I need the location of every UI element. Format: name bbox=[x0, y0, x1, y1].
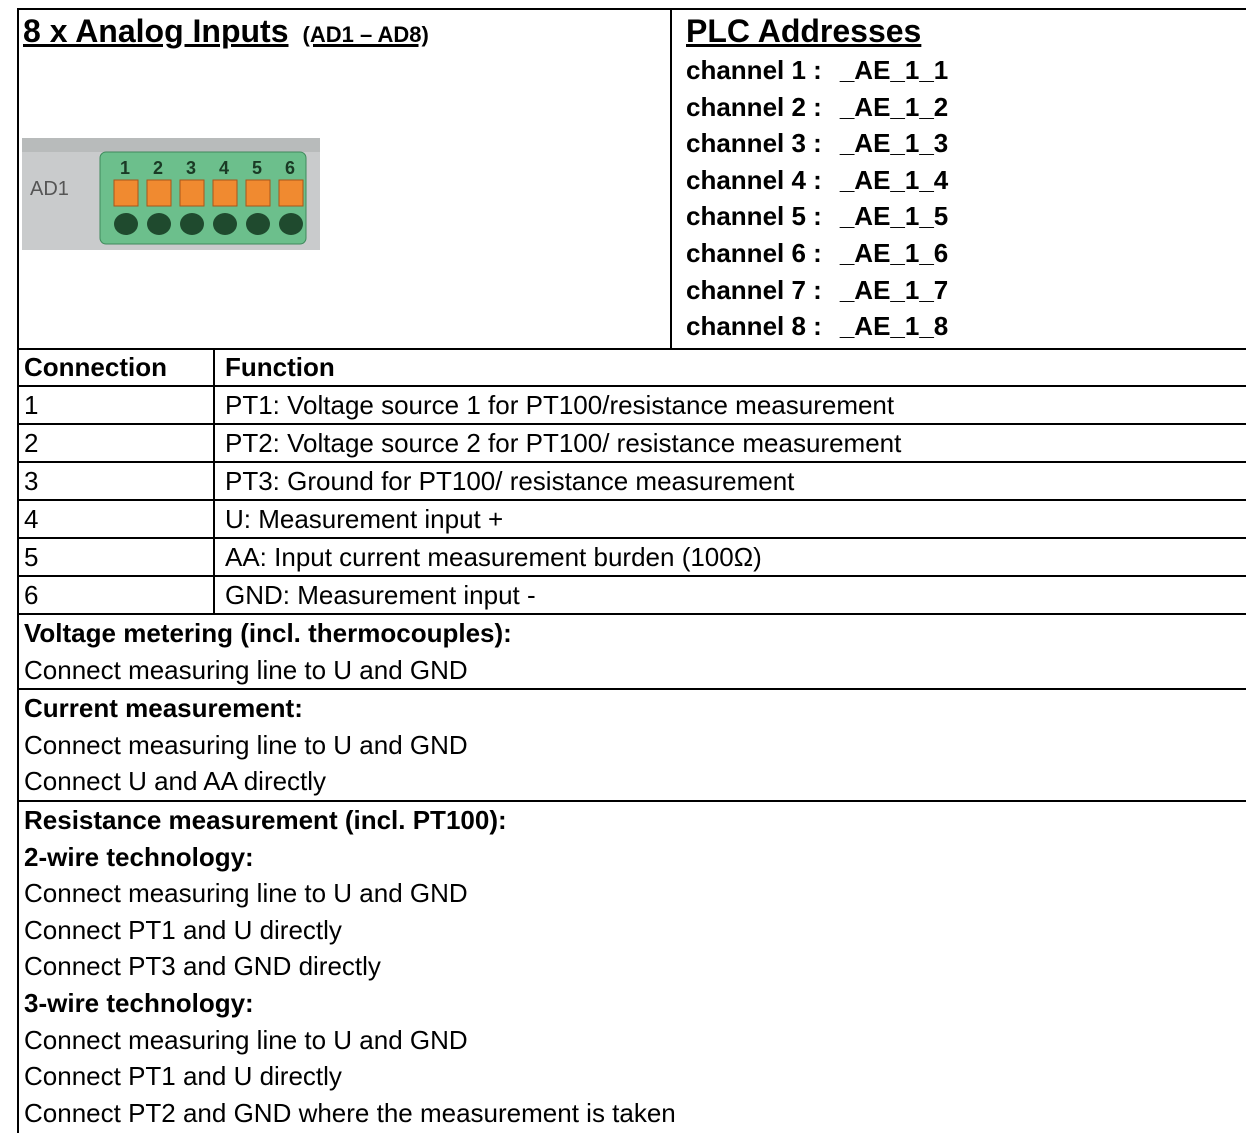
section-heading: Voltage metering (incl. thermocouples): bbox=[24, 618, 512, 648]
pin-number: 6 bbox=[285, 158, 295, 178]
channel-address: _AE_1_2 bbox=[839, 91, 949, 122]
section-line: Connect measuring line to U and GND bbox=[24, 729, 468, 760]
pin-hole bbox=[213, 213, 237, 235]
table-row: 5 AA: Input current measurement burden (1… bbox=[17, 539, 1246, 577]
channel-label: channel 3 : bbox=[686, 128, 822, 159]
channel: channel 1 : _AE_1_1 bbox=[686, 52, 1246, 89]
channel-label: channel 7 : bbox=[686, 274, 822, 305]
channel-address: _AE_1_8 bbox=[839, 311, 949, 342]
pin-lever bbox=[212, 179, 238, 207]
channel: channel 5 : _AE_1_5 bbox=[686, 198, 1246, 235]
section: Voltage metering (incl. thermocouples): C… bbox=[17, 615, 1246, 691]
table-row: 6 GND: Measurement input - bbox=[17, 577, 1246, 615]
table-header: Connection Function bbox=[17, 350, 1246, 387]
connection-cell: 5 bbox=[19, 539, 215, 575]
section-line: Connect PT2 and GND where the measuremen… bbox=[24, 1097, 676, 1128]
photo-shadow bbox=[22, 138, 320, 152]
photo-label: AD1 bbox=[30, 178, 69, 200]
channel-address: _AE_1_3 bbox=[839, 128, 949, 159]
channel-address: _AE_1_6 bbox=[839, 237, 949, 268]
function-cell: GND: Measurement input - bbox=[225, 580, 536, 610]
channel: channel 4 : _AE_1_4 bbox=[686, 162, 1246, 199]
function-cell: PT1: Voltage source 1 for PT100/resistan… bbox=[225, 390, 895, 420]
channel: channel 3 : _AE_1_3 bbox=[686, 125, 1246, 162]
pin-number: 5 bbox=[252, 158, 262, 178]
channel: channel 7 : _AE_1_7 bbox=[686, 272, 1246, 309]
connection-cell: 2 bbox=[19, 425, 215, 461]
header-cell: Connection bbox=[19, 350, 215, 385]
section: Resistance measurement (incl. PT100): 2-w… bbox=[17, 802, 1246, 1133]
plc-title: PLC Addresses bbox=[686, 13, 922, 49]
table-row: 1 PT1: Voltage source 1 for PT100/resista… bbox=[17, 387, 1246, 425]
pin-lever bbox=[179, 179, 205, 207]
pin-lever bbox=[113, 179, 139, 207]
channel-list: channel 1 : _AE_1_1 channel 2 : _AE_1_2 chan… bbox=[686, 52, 1246, 345]
function-cell: U: Measurement input + bbox=[225, 504, 504, 534]
channel: channel 2 : _AE_1_2 bbox=[686, 89, 1246, 126]
pin-number: 1 bbox=[120, 158, 130, 178]
pin-hole bbox=[246, 213, 270, 235]
section-line: Connect PT1 and U directly bbox=[24, 1061, 342, 1092]
channel: channel 8 : _AE_1_8 bbox=[686, 308, 1246, 345]
function-cell: PT3: Ground for PT100/ resistance measur… bbox=[225, 466, 795, 496]
connector-photo: AD1 1 2 3 4 5 6 bbox=[22, 138, 320, 250]
pins: 1 2 3 4 5 6 bbox=[113, 158, 304, 235]
channel-label: channel 8 : bbox=[686, 311, 822, 342]
pin-lever bbox=[278, 179, 304, 207]
connection-cell: 4 bbox=[19, 501, 215, 537]
connection-cell: 1 bbox=[19, 387, 215, 423]
connection-cell: 6 bbox=[19, 577, 215, 613]
pin-hole bbox=[114, 213, 138, 235]
table-row: 2 PT2: Voltage source 2 for PT100/ resist… bbox=[17, 425, 1246, 463]
pin-lever bbox=[245, 179, 271, 207]
section-line: Connect measuring line to U and GND bbox=[24, 1024, 468, 1055]
channel-label: channel 6 : bbox=[686, 237, 822, 268]
pin-hole bbox=[279, 213, 303, 235]
section-line: Connect measuring line to U and GND bbox=[24, 878, 468, 909]
channel-address: _AE_1_1 bbox=[839, 55, 949, 85]
section-line: Connect U and AA directly bbox=[24, 766, 327, 797]
channel: channel 6 : _AE_1_6 bbox=[686, 235, 1246, 272]
section: Current measurement: Connect measuring li… bbox=[17, 690, 1246, 802]
section-line: Connect PT1 and U directly bbox=[24, 914, 342, 945]
channel-address: _AE_1_7 bbox=[839, 274, 949, 305]
section-heading: 3-wire technology: bbox=[24, 987, 254, 1018]
channel-label: channel 1 : bbox=[686, 55, 822, 85]
subtitle: (AD1 – AD8) bbox=[302, 22, 429, 47]
pin-hole bbox=[147, 213, 171, 235]
section-line: Connect measuring line to U and GND bbox=[24, 654, 468, 685]
section-line: Connect PT3 and GND directly bbox=[24, 951, 381, 982]
pin-lever bbox=[146, 179, 172, 207]
plc-cell: PLC Addresses channel 1 : _AE_1_1 channel … bbox=[672, 10, 1246, 348]
channel-label: channel 4 : bbox=[686, 164, 822, 195]
title: 8 x Analog Inputs bbox=[23, 13, 289, 49]
channel-address: _AE_1_5 bbox=[839, 201, 949, 232]
pin-number: 4 bbox=[219, 158, 229, 178]
section-heading: Current measurement: bbox=[24, 693, 303, 724]
header-cell: 8 x Analog Inputs (AD1 – AD8) AD1 1 2 3 4 5 6 bbox=[19, 10, 672, 348]
pin-number: 2 bbox=[153, 158, 163, 178]
title-line: 8 x Analog Inputs (AD1 – AD8) bbox=[19, 10, 670, 56]
section-heading: 2-wire technology: bbox=[24, 841, 254, 872]
channel-label: channel 2 : bbox=[686, 91, 822, 122]
connection-cell: 3 bbox=[19, 463, 215, 499]
function-cell: PT2: Voltage source 2 for PT100/ resista… bbox=[225, 428, 902, 458]
pin-number: 3 bbox=[186, 158, 196, 178]
function-cell: AA: Input current measurement burden (10… bbox=[225, 542, 762, 572]
pin-hole bbox=[180, 213, 204, 235]
section-heading: Resistance measurement (incl. PT100): bbox=[24, 805, 507, 835]
channel-address: _AE_1_4 bbox=[839, 164, 949, 195]
channel-label: channel 5 : bbox=[686, 201, 822, 232]
table-row: 4 U: Measurement input + bbox=[17, 501, 1246, 539]
header-cell: Function bbox=[225, 352, 335, 382]
table-row: 3 PT3: Ground for PT100/ resistance measu… bbox=[17, 463, 1246, 501]
